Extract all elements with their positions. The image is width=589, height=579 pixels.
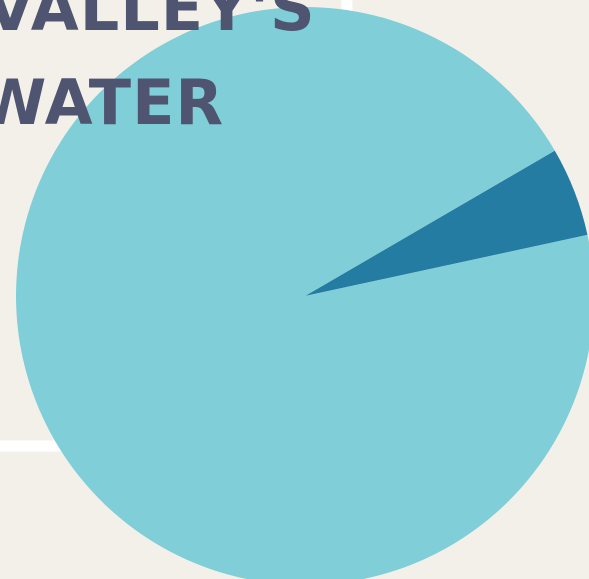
title-line: VALLEY'S xyxy=(0,0,316,45)
pie-slice xyxy=(305,150,588,296)
pie-chart xyxy=(16,7,589,579)
pie-slice xyxy=(16,7,589,579)
title-line: WATER xyxy=(0,66,224,139)
